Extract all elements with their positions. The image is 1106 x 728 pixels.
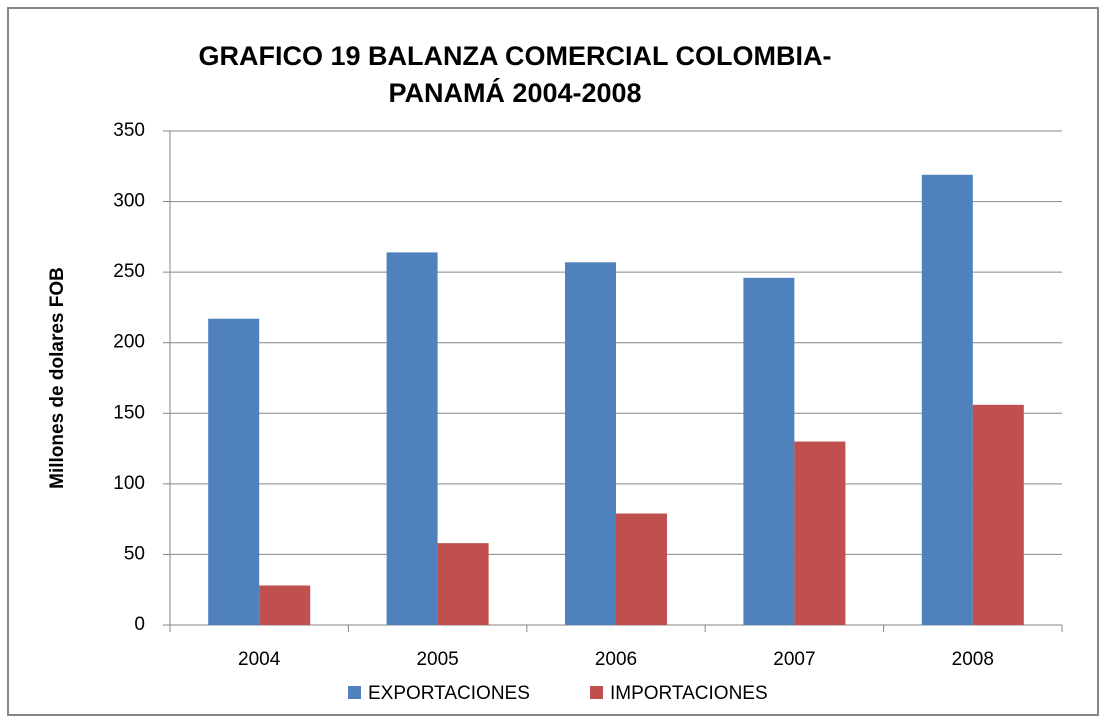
chart-frame: [7, 7, 1099, 716]
x-tick-label: 2004: [238, 649, 281, 670]
y-tick-label: 200: [113, 332, 145, 353]
bar: [921, 174, 973, 626]
chart-title: GRAFICO 19 BALANZA COMERCIAL COLOMBIA-: [199, 41, 832, 71]
y-tick-label: 350: [113, 120, 145, 141]
x-tick-label: 2008: [952, 649, 994, 670]
bar: [565, 262, 616, 625]
bar: [743, 277, 795, 625]
y-tick-label: 150: [113, 402, 145, 423]
x-tick-label: 2006: [595, 649, 637, 670]
bar: [386, 252, 438, 625]
chart-title: PANAMÁ 2004-2008: [388, 77, 641, 108]
bar: [437, 543, 489, 625]
x-tick-label: 2007: [773, 649, 815, 670]
y-tick-label: 50: [124, 543, 145, 564]
legend-swatch: [348, 686, 361, 699]
x-tick-label: 2005: [416, 649, 458, 670]
bar: [794, 441, 846, 625]
legend-swatch: [590, 686, 603, 699]
y-axis-label: Millones de dolares FOB: [47, 267, 68, 489]
y-tick-label: 100: [113, 473, 145, 494]
bar: [208, 318, 260, 625]
legend-label: EXPORTACIONES: [368, 683, 530, 704]
legend-label: IMPORTACIONES: [610, 683, 768, 704]
y-tick-label: 250: [113, 261, 145, 282]
bar: [259, 585, 311, 625]
bar: [972, 404, 1024, 625]
bar: [616, 513, 667, 625]
y-tick-label: 300: [113, 191, 145, 212]
y-tick-label: 0: [134, 614, 145, 635]
